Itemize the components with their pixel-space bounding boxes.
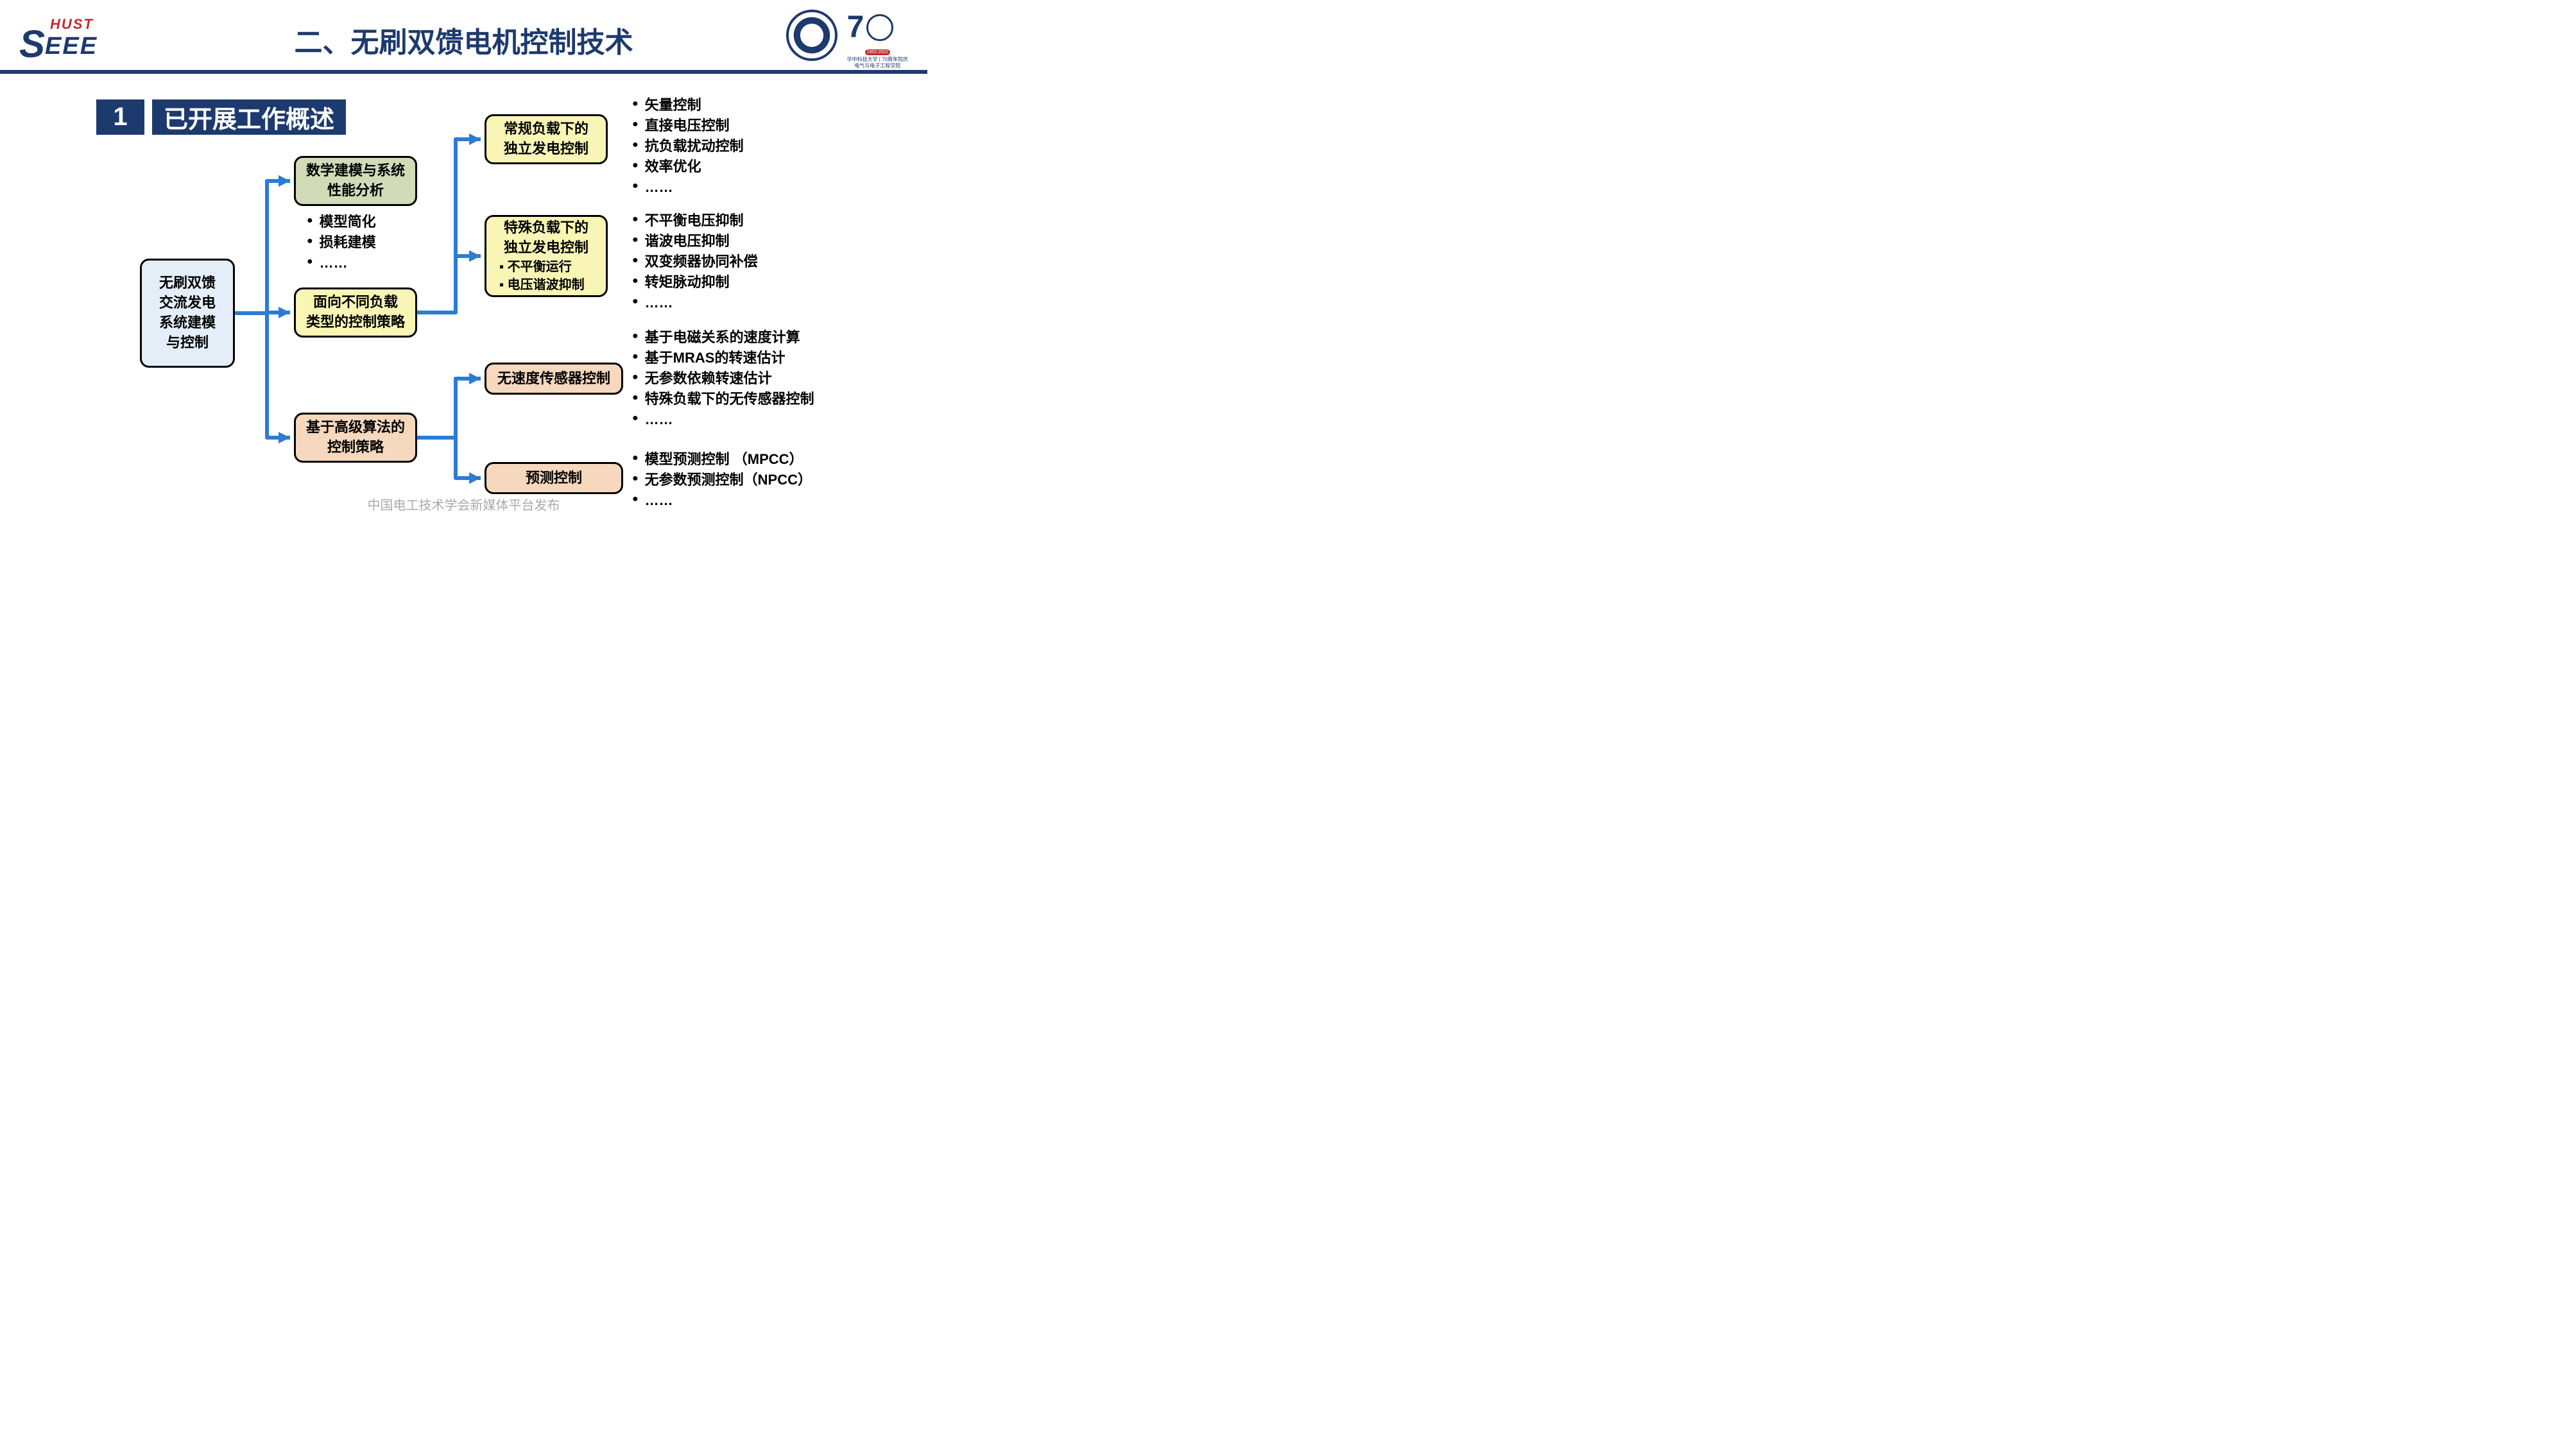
bullets-b22: 不平衡电压抑制谐波电压抑制双变频器协同补偿转矩脉动抑制…… xyxy=(632,210,758,313)
logo-eee-text: EEE xyxy=(45,33,98,60)
node-root: 无刷双馈交流发电系统建模与控制 xyxy=(140,259,235,368)
bullet-item: …… xyxy=(632,177,744,198)
bullet-item: 效率优化 xyxy=(632,157,744,177)
bullet-item: 基于MRAS的转速估计 xyxy=(632,348,814,368)
bullet-item: 矢量控制 xyxy=(632,95,744,116)
node-n3: 基于高级算法的控制策略 xyxy=(294,413,417,463)
bullet-item: 基于电磁关系的速度计算 xyxy=(632,327,814,348)
logo-hust-seee: HUST SEEE xyxy=(19,16,98,60)
node-n22: 特殊负载下的独立发电控制不平衡运行电压谐波抑制 xyxy=(485,215,608,297)
bullet-item: …… xyxy=(632,409,814,430)
bullet-item: …… xyxy=(632,293,758,313)
bullet-item: 转矩脉动抑制 xyxy=(632,272,758,293)
bullet-item: 损耗建模 xyxy=(307,232,376,253)
bullet-item: 模型预测控制 （MPCC） xyxy=(632,449,812,470)
section-title: 已开展工作概述 xyxy=(152,99,346,135)
header-bar: HUST SEEE 二、无刷双馈电机控制技术 7 1952-2022 华中科技大… xyxy=(0,0,927,74)
node-n1: 数学建模与系统性能分析 xyxy=(294,156,417,206)
logo-hust-text: HUST xyxy=(50,16,98,33)
bullets-b1: 模型简化损耗建模…… xyxy=(307,212,376,273)
node-n21: 常规负载下的独立发电控制 xyxy=(485,114,608,164)
page-title: 二、无刷双馈电机控制技术 xyxy=(295,19,633,60)
bullets-b31: 基于电磁关系的速度计算基于MRAS的转速估计无参数依赖转速估计特殊负载下的无传感… xyxy=(632,327,814,429)
bullet-item: 不平衡电压抑制 xyxy=(632,210,758,231)
anniversary-logo: 7 1952-2022 华中科技大学 | 70周年院庆电气与电子工程学院 xyxy=(847,10,908,69)
bullets-b21: 矢量控制直接电压控制抗负载扰动控制效率优化…… xyxy=(632,95,744,197)
node-n32: 预测控制 xyxy=(485,462,623,494)
bullet-item: 模型简化 xyxy=(307,212,376,232)
logo-s: S xyxy=(19,33,45,56)
bullet-item: 无参数依赖转速估计 xyxy=(632,368,814,389)
node-n2: 面向不同负载类型的控制策略 xyxy=(294,287,417,338)
logos-right: 7 1952-2022 华中科技大学 | 70周年院庆电气与电子工程学院 xyxy=(786,10,908,69)
footer-watermark: 中国电工技术学会新媒体平台发布 xyxy=(368,495,560,513)
node-n31: 无速度传感器控制 xyxy=(485,363,623,395)
bullet-item: 谐波电压抑制 xyxy=(632,231,758,252)
bullet-item: 双变频器协同补偿 xyxy=(632,252,758,272)
school-badge-icon xyxy=(786,10,837,61)
bullet-item: …… xyxy=(632,490,812,511)
bullet-item: 无参数预测控制（NPCC） xyxy=(632,470,812,490)
bullet-item: 直接电压控制 xyxy=(632,116,744,136)
bullet-item: 特殊负载下的无传感器控制 xyxy=(632,389,814,409)
section-header: 1 已开展工作概述 xyxy=(96,99,346,135)
bullet-item: 抗负载扰动控制 xyxy=(632,136,744,157)
bullet-item: …… xyxy=(307,253,376,273)
arrow-layer xyxy=(0,0,927,521)
section-number: 1 xyxy=(96,99,144,135)
bullets-b32: 模型预测控制 （MPCC）无参数预测控制（NPCC）…… xyxy=(632,449,812,511)
